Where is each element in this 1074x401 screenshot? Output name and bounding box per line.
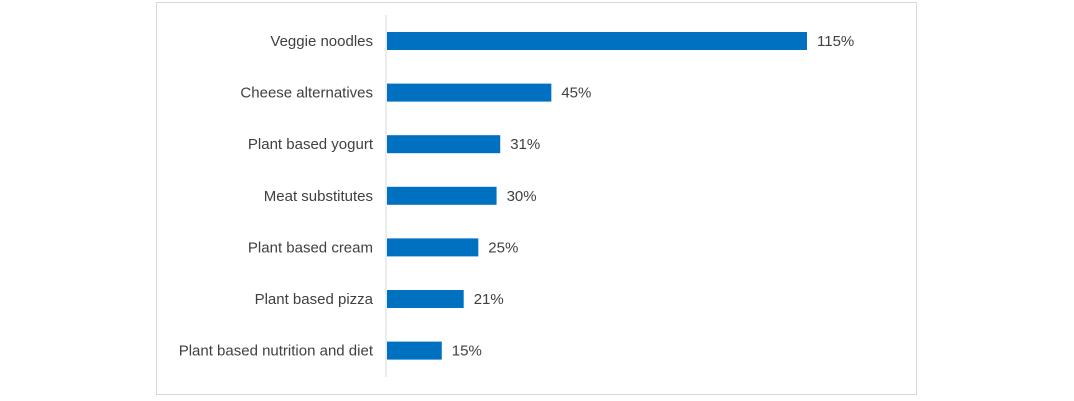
bar <box>387 238 479 257</box>
value-label: 115% <box>817 33 854 50</box>
bar <box>387 32 807 50</box>
value-label: 15% <box>452 343 482 360</box>
value-labels: 115% 45% 31% 30% 25% 21% 15% <box>452 33 854 360</box>
value-label: 31% <box>510 136 540 153</box>
category-label: Plant based cream <box>248 239 373 256</box>
bar <box>387 341 442 360</box>
category-labels: Veggie noodles Cheese alternatives Plant b… <box>179 33 374 360</box>
category-label: Plant based yogurt <box>248 136 374 153</box>
bar <box>387 135 501 154</box>
category-label: Cheese alternatives <box>240 85 373 102</box>
value-label: 21% <box>474 291 504 308</box>
value-label: 45% <box>561 85 591 102</box>
category-label: Meat substitutes <box>264 188 373 205</box>
bar <box>387 186 497 205</box>
value-label: 25% <box>488 239 518 256</box>
bars <box>387 32 807 360</box>
category-label: Plant based pizza <box>255 291 374 308</box>
chart-frame <box>156 2 917 395</box>
category-label: Veggie noodles <box>270 33 373 50</box>
bar <box>387 83 552 102</box>
bar <box>387 290 464 308</box>
value-label: 30% <box>507 188 537 205</box>
category-label: Plant based nutrition and diet <box>179 343 374 360</box>
